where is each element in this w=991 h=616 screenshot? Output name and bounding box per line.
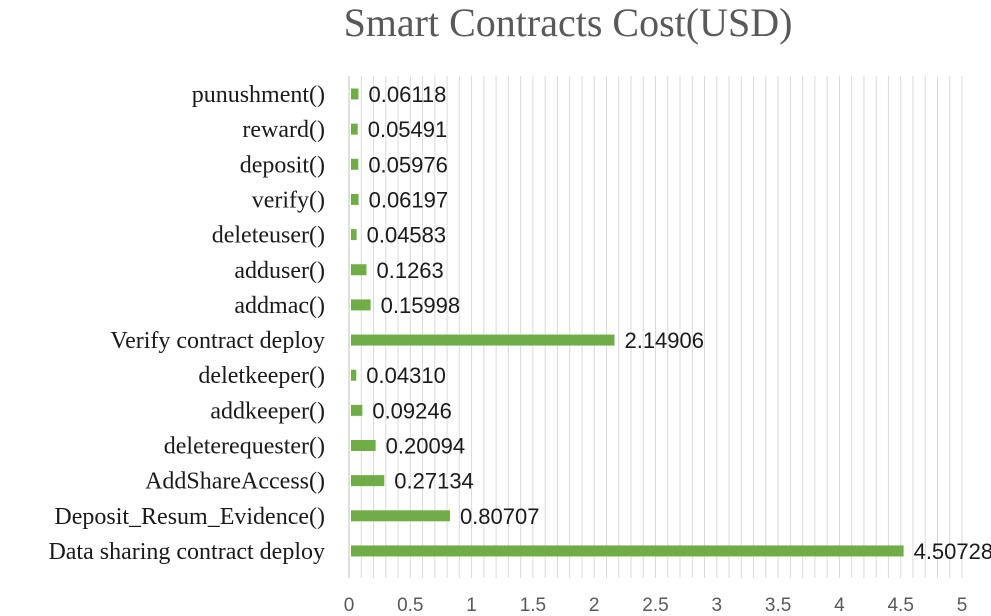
chart-title: Smart Contracts Cost(USD) — [344, 0, 793, 45]
value-labels: 0.06118 0.05491 0.05976 0.06197 0.04583 0.126… — [366, 82, 991, 564]
category-label: addmac() — [234, 293, 325, 319]
bar — [351, 440, 376, 451]
value-label: 4.50728 — [914, 539, 991, 564]
bar — [351, 369, 357, 381]
category-label: Deposit_Resum_Evidence() — [54, 504, 325, 530]
category-label: Verify contract deploy — [110, 328, 325, 354]
bar — [351, 264, 367, 276]
x-tick-label: 4.5 — [887, 595, 913, 616]
bar — [351, 510, 450, 522]
bar — [351, 193, 359, 205]
value-label: 0.27134 — [394, 469, 474, 494]
category-label: deleterequester() — [164, 434, 325, 460]
value-label: 0.04583 — [367, 223, 447, 248]
x-tick-label: 0.5 — [397, 595, 423, 616]
value-label: 0.04310 — [366, 363, 446, 388]
value-label: 2.14906 — [624, 328, 704, 353]
x-tick-label: 3.5 — [765, 595, 791, 616]
x-tick-label: 2.5 — [642, 595, 668, 616]
bar — [351, 404, 363, 416]
category-labels: punushment() reward() deposit() verify() del… — [48, 82, 325, 565]
bar — [351, 229, 357, 241]
category-label: AddShareAccess() — [145, 469, 325, 495]
value-label: 0.09246 — [372, 398, 452, 423]
value-label: 0.06118 — [369, 82, 447, 107]
x-tick-label: 5 — [957, 595, 968, 616]
bar — [351, 475, 385, 487]
value-label: 0.06197 — [369, 187, 449, 212]
bars — [351, 88, 904, 557]
value-label: 0.05491 — [368, 117, 448, 142]
x-tick-label: 2 — [589, 595, 600, 616]
value-label: 0.20094 — [386, 434, 466, 459]
category-label: deposit() — [240, 152, 325, 178]
gridlines — [348, 76, 963, 578]
x-axis-ticks: 0 0.5 1 1.5 2 2.5 3 3.5 4 4.5 5 — [344, 595, 968, 616]
category-label: punushment() — [192, 82, 325, 108]
bar — [351, 88, 359, 100]
category-label: reward() — [242, 117, 325, 143]
bar — [351, 334, 615, 346]
bar — [351, 123, 358, 135]
x-tick-label: 1.5 — [520, 595, 546, 616]
bar — [351, 299, 371, 311]
x-tick-label: 4 — [834, 595, 845, 616]
category-label: adduser() — [234, 258, 325, 284]
category-label: verify() — [252, 187, 325, 213]
category-label: deleteuser() — [212, 223, 325, 249]
value-label: 0.05976 — [368, 152, 448, 177]
value-label: 0.80707 — [460, 504, 540, 529]
category-label: addkeeper() — [210, 398, 325, 424]
bar — [351, 158, 359, 170]
value-label: 0.15998 — [381, 293, 461, 318]
x-tick-label: 0 — [344, 595, 355, 616]
category-label: Data sharing contract deploy — [48, 539, 325, 565]
category-label: deletkeeper() — [198, 363, 325, 389]
x-tick-label: 3 — [712, 595, 723, 616]
value-label: 0.1263 — [376, 258, 443, 283]
bar — [351, 545, 904, 557]
x-tick-label: 1 — [466, 595, 477, 616]
